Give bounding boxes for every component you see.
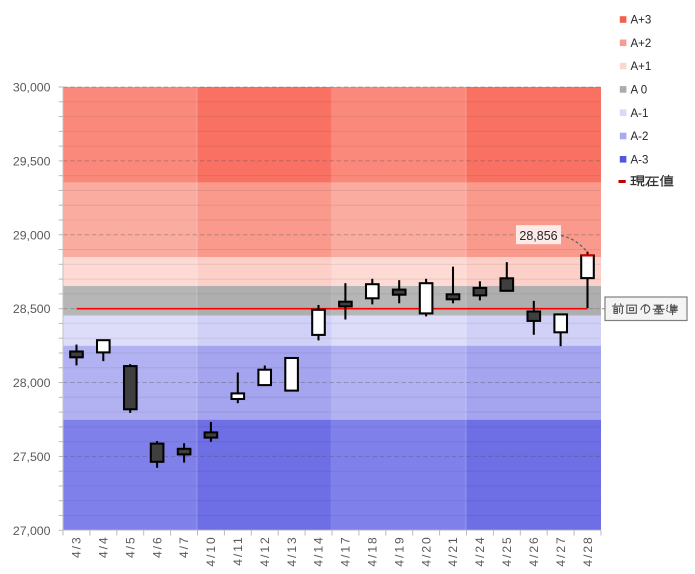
- svg-text:4/24: 4/24: [473, 535, 487, 566]
- svg-text:A+3: A+3: [631, 15, 652, 27]
- svg-text:28,500: 28,500: [13, 302, 51, 316]
- svg-text:A+2: A+2: [631, 38, 652, 50]
- svg-text:29,500: 29,500: [13, 155, 51, 169]
- svg-text:27,000: 27,000: [13, 524, 51, 538]
- svg-text:A-1: A-1: [631, 108, 649, 120]
- svg-text:30,000: 30,000: [13, 81, 51, 95]
- svg-text:28,856: 28,856: [519, 229, 557, 243]
- svg-text:4/12: 4/12: [258, 535, 272, 566]
- svg-text:4/26: 4/26: [527, 535, 541, 566]
- svg-text:4/25: 4/25: [500, 535, 514, 566]
- svg-text:4/18: 4/18: [366, 535, 380, 566]
- svg-text:4/5: 4/5: [123, 535, 137, 558]
- svg-text:4/13: 4/13: [285, 535, 299, 566]
- svg-text:A-2: A-2: [631, 131, 649, 143]
- svg-text:4/7: 4/7: [177, 535, 191, 558]
- svg-text:4/14: 4/14: [312, 535, 326, 566]
- svg-text:4/11: 4/11: [231, 535, 245, 565]
- svg-text:A 0: A 0: [631, 85, 648, 97]
- svg-text:27,500: 27,500: [13, 450, 51, 464]
- svg-text:4/19: 4/19: [392, 535, 406, 566]
- svg-text:29,000: 29,000: [13, 228, 51, 242]
- svg-text:4/4: 4/4: [97, 535, 111, 558]
- svg-text:4/3: 4/3: [70, 535, 84, 558]
- svg-text:4/20: 4/20: [419, 535, 433, 566]
- svg-text:4/21: 4/21: [446, 535, 460, 566]
- svg-text:4/6: 4/6: [150, 535, 164, 558]
- svg-text:A+1: A+1: [631, 61, 652, 73]
- svg-text:4/28: 4/28: [581, 535, 595, 566]
- svg-text:4/10: 4/10: [204, 535, 218, 566]
- svg-text:28,000: 28,000: [13, 376, 51, 390]
- svg-text:4/17: 4/17: [339, 535, 353, 566]
- svg-text:4/27: 4/27: [554, 535, 568, 566]
- svg-text:A-3: A-3: [631, 154, 649, 166]
